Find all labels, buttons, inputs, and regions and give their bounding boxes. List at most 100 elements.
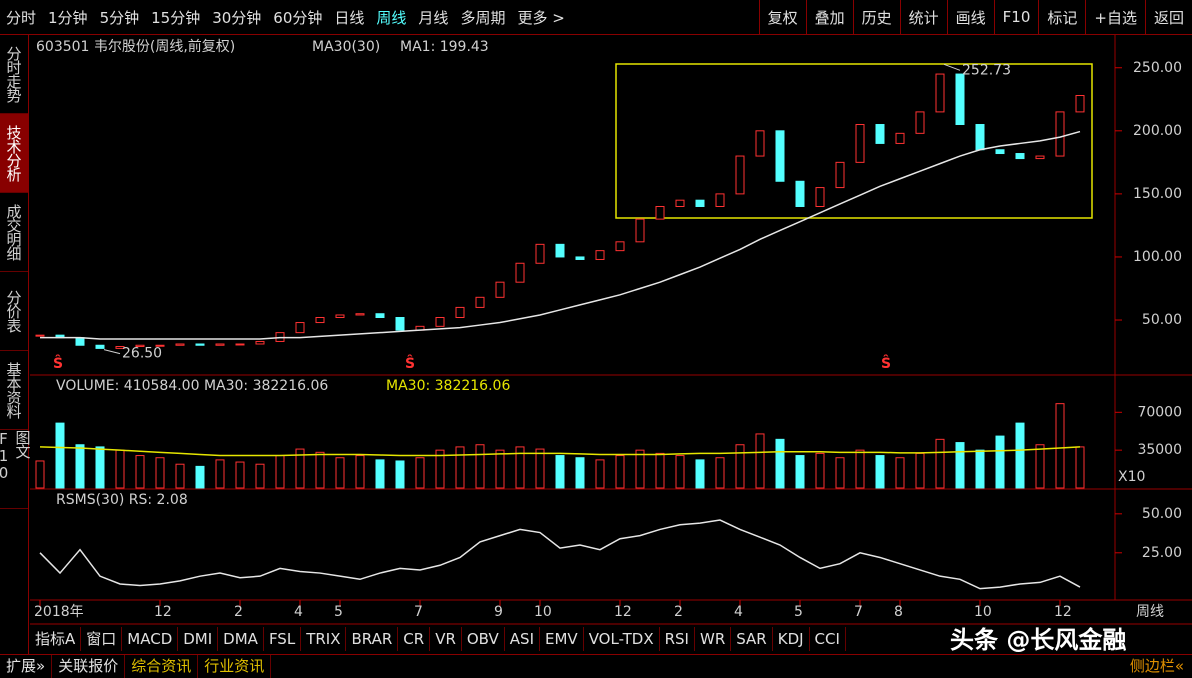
- candle-body: [995, 149, 1005, 155]
- candle-body: [1035, 155, 1045, 160]
- volume-bar: [375, 459, 385, 489]
- candle-body: [135, 344, 145, 348]
- bottom-tab[interactable]: 行业资讯: [198, 655, 272, 678]
- side-tab[interactable]: 图文F10: [0, 430, 32, 509]
- volume-bar: [935, 438, 945, 489]
- volume-bar: [535, 448, 545, 489]
- volume-bar: [55, 422, 65, 489]
- x-tick-label: 2: [234, 604, 243, 620]
- period-button[interactable]: 周线: [376, 8, 407, 27]
- indicator-tab[interactable]: OBV: [462, 627, 505, 651]
- indicator-tab[interactable]: VR: [430, 627, 462, 651]
- bottom-tab[interactable]: 综合资讯: [125, 655, 199, 678]
- indicator-tab[interactable]: KDJ: [773, 627, 810, 651]
- period-label: 周线: [1136, 604, 1164, 620]
- volume-unit: X10: [1118, 469, 1145, 485]
- tool-button[interactable]: 复权: [758, 0, 806, 34]
- volume-bar: [495, 449, 505, 489]
- volume-bar: [895, 457, 905, 489]
- indicator-tab[interactable]: CR: [398, 627, 431, 651]
- indicator-tab[interactable]: FSL: [264, 627, 302, 651]
- indicator-tab[interactable]: RSI: [660, 627, 695, 651]
- side-tab[interactable]: 基本资料: [0, 351, 28, 430]
- x-tick-label: 12: [154, 604, 172, 620]
- period-button[interactable]: 5分钟: [99, 8, 140, 27]
- period-button[interactable]: 日线: [334, 8, 365, 27]
- volume-bar: [1015, 422, 1025, 489]
- indicator-tab[interactable]: EMV: [540, 627, 584, 651]
- sidebar-toggle[interactable]: 侧边栏«: [1129, 657, 1184, 675]
- volume-bar: [835, 457, 845, 489]
- tool-button[interactable]: 叠加: [805, 0, 853, 34]
- volume-bar: [215, 459, 225, 489]
- indicator-tab[interactable]: MACD: [122, 627, 179, 651]
- volume-bar: [255, 463, 265, 489]
- volume-bar: [395, 460, 405, 489]
- indicator-tab[interactable]: DMA: [218, 627, 264, 651]
- indicator-value: MA1: 199.43: [400, 39, 489, 55]
- period-button[interactable]: 多周期: [460, 8, 506, 27]
- volume-bar: [1075, 446, 1085, 489]
- volume-bar: [155, 457, 165, 489]
- tool-button[interactable]: 标记: [1038, 0, 1085, 34]
- candle-body: [235, 343, 245, 346]
- bottom-tab[interactable]: 扩展»: [0, 655, 53, 678]
- indicator-tab[interactable]: TRIX: [301, 627, 347, 651]
- candle-body: [635, 218, 645, 243]
- candle-body: [175, 343, 185, 346]
- candle-body: [615, 241, 625, 252]
- tool-button[interactable]: F10: [993, 0, 1039, 34]
- x-tick-label: 2018年: [34, 604, 84, 620]
- indicator-tab[interactable]: CCI: [810, 627, 846, 651]
- indicator-tab[interactable]: SAR: [731, 627, 773, 651]
- volume-bar: [75, 444, 85, 489]
- tool-button[interactable]: 画线: [946, 0, 994, 34]
- bottom-tabs: 扩展» 关联报价 综合资讯 行业资讯: [0, 654, 1192, 678]
- candle-body: [715, 193, 725, 208]
- volume-bar: [955, 442, 965, 489]
- side-tab[interactable]: 分时走势: [0, 35, 28, 114]
- volume-bar: [315, 451, 325, 489]
- indicator-tab[interactable]: ASI: [505, 627, 540, 651]
- indicator-tab[interactable]: 指标A: [30, 627, 82, 651]
- candle-body: [455, 306, 465, 318]
- volume-bar: [995, 435, 1005, 489]
- indicator-tab[interactable]: DMI: [178, 627, 219, 651]
- period-button[interactable]: 30分钟: [212, 8, 262, 27]
- ma-line: [40, 130, 1081, 340]
- candle-body: [255, 340, 265, 345]
- period-button[interactable]: 60分钟: [273, 8, 323, 27]
- y-tick-label: 250.00: [1133, 60, 1182, 76]
- period-button[interactable]: 15分钟: [151, 8, 201, 27]
- period-button[interactable]: 分时: [6, 8, 37, 27]
- volume-bar: [555, 455, 565, 489]
- candle-body: [975, 124, 985, 151]
- y-tick-label: 150.00: [1133, 186, 1182, 202]
- indicator-tab[interactable]: BRAR: [346, 627, 399, 651]
- indicator-tab[interactable]: 窗口: [81, 627, 123, 651]
- side-tab[interactable]: 成交明细: [0, 193, 28, 272]
- bottom-tab[interactable]: 关联报价: [52, 655, 126, 678]
- tool-button[interactable]: 历史: [852, 0, 900, 34]
- volume-bar: [695, 459, 705, 489]
- side-tab[interactable]: 分价表: [0, 272, 28, 351]
- side-tab[interactable]: 技术分析: [0, 114, 28, 193]
- period-button[interactable]: 更多 >: [517, 8, 565, 27]
- volume-bar: [655, 452, 665, 489]
- indicator-tab[interactable]: VOL-TDX: [584, 627, 660, 651]
- signal-mark: Ŝ: [881, 354, 891, 372]
- candle-body: [435, 317, 445, 327]
- candle-body: [575, 256, 585, 260]
- y-tick-label: 35000: [1137, 442, 1182, 458]
- indicator-tab[interactable]: WR: [695, 627, 732, 651]
- period-button[interactable]: 月线: [418, 8, 449, 27]
- candle-body: [355, 313, 365, 316]
- tool-button[interactable]: +自选: [1085, 0, 1145, 34]
- tool-button[interactable]: 返回: [1144, 0, 1192, 34]
- period-button[interactable]: 1分钟: [48, 8, 88, 27]
- volume-bar: [575, 457, 585, 489]
- tool-button[interactable]: 统计: [899, 0, 947, 34]
- candle-body: [695, 199, 705, 207]
- rsms-line: [39, 519, 1081, 590]
